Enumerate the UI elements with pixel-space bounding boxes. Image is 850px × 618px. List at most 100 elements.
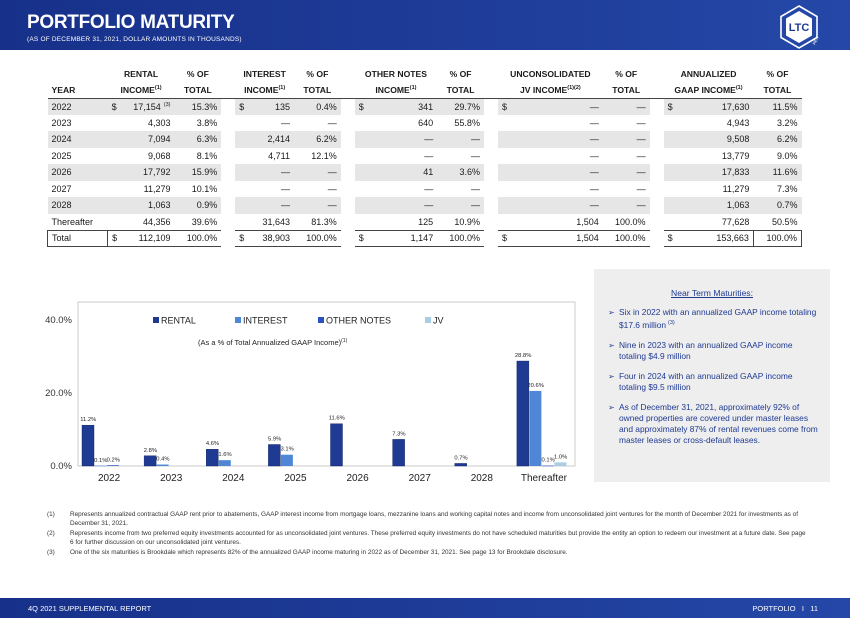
- interest-pct-cell: —: [327, 117, 337, 128]
- year-cell: 2026: [47, 164, 108, 181]
- table-row: 2025 9,068 8.1% 4,711 12.1% — — — — 13,779 9.0%: [48, 148, 802, 165]
- bar-interest: [94, 465, 107, 467]
- col-interest-income-top: INTEREST: [243, 69, 286, 79]
- table-row: 2026 17,792 15.9% — —41 3.6% — —17,833 11.6%: [47, 164, 802, 181]
- jv-income-cell: —: [509, 131, 603, 148]
- gaap-pct-cell: 11.6%: [753, 164, 802, 181]
- col-interest-pct: TOTAL: [293, 82, 341, 99]
- jv-income-cell: —: [509, 197, 603, 214]
- arrow-bullet-icon: ➢: [608, 371, 615, 381]
- col-jv-pct-top: % OF: [615, 69, 638, 79]
- near-term-item: ➢ Six in 2022 with an annualized GAAP inc…: [608, 307, 817, 330]
- jv-pct-cell: —: [602, 164, 650, 181]
- x-tick-label: 2025: [284, 473, 307, 484]
- arrow-bullet-icon: ➢: [608, 308, 615, 317]
- other-pct-cell: 55.8%: [454, 117, 480, 128]
- footnote: (1) Represents annualized contractual GAA…: [47, 511, 798, 528]
- year-cell: 2023: [51, 117, 72, 128]
- interest-pct-cell: 6.2%: [293, 131, 341, 148]
- jv-pct-cell: —: [636, 117, 646, 128]
- col-rental-pct: TOTAL: [174, 82, 222, 99]
- data-label: 0.1%: [94, 458, 107, 464]
- year-cell: 2027: [51, 183, 72, 194]
- gaap-income-cell: 77,628: [721, 216, 750, 227]
- col-gaap-income: GAAP INCOME(1): [663, 82, 754, 99]
- jv-income-cell: —: [509, 98, 603, 115]
- data-label: 4.6%: [206, 441, 219, 447]
- dollar-sign: [235, 115, 247, 132]
- gaap-pct-cell: 11.5%: [753, 98, 802, 115]
- col-other-income: INCOME(1): [354, 82, 438, 99]
- legend-swatch: [235, 317, 241, 323]
- legend-label: RENTAL: [161, 316, 196, 326]
- data-label: 1.0%: [554, 454, 567, 460]
- interest-income-cell: 31,643: [262, 216, 290, 227]
- gaap-income-cell: 9,508: [675, 131, 754, 148]
- near-term-item: ➢ Nine in 2023 with an annualized GAAP in…: [608, 339, 793, 361]
- year-cell: 2022: [47, 98, 108, 115]
- bar-rental: [330, 423, 343, 467]
- table-row: 2022 $17,154 (3) 15.3% $135 0.4% $341 29.7% $ — — $…: [47, 98, 802, 115]
- col-rental-income-top: RENTAL: [123, 69, 159, 79]
- other-income-cell: —: [366, 197, 438, 214]
- gaap-pct-cell: 7.3%: [776, 183, 798, 194]
- bar-rental: [81, 424, 95, 467]
- dollar-sign: [498, 214, 510, 231]
- col-rental-pct-top: % OF: [186, 69, 209, 79]
- other-pct-cell: —: [470, 183, 480, 194]
- interest-income-cell: 2,414: [247, 131, 294, 148]
- dollar-sign: [235, 197, 248, 214]
- arrow-bullet-icon: ➢: [608, 340, 615, 350]
- footnotes: (1) Represents annualized contractual GAA…: [47, 510, 807, 557]
- data-label: 0.2%: [107, 457, 120, 463]
- data-label: 3.1%: [281, 447, 294, 453]
- col-jv-income: JV INCOME(1)(2): [497, 82, 603, 99]
- dollar-sign: [107, 164, 120, 181]
- other-income-cell: —: [424, 183, 434, 194]
- dollar-sign: $: [354, 229, 367, 247]
- jv-income-cell: 1,504: [576, 216, 599, 227]
- gaap-pct-cell: 50.5%: [771, 216, 798, 227]
- dollar-sign: [355, 148, 367, 165]
- col-year: YEAR: [47, 82, 108, 99]
- page-header: PORTFOLIO MATURITY (AS OF DECEMBER 31, 2…: [0, 0, 850, 50]
- near-term-item: ➢ Four in 2024 with an annualized GAAP in…: [608, 370, 793, 392]
- bar-interest: [529, 390, 542, 466]
- near-term-list: ➢ Six in 2022 with an annualized GAAP inc…: [608, 307, 820, 446]
- x-tick-label: 2023: [160, 473, 183, 484]
- dollar-sign: [108, 148, 120, 165]
- dollar-sign: [355, 115, 367, 132]
- bar-rental: [143, 455, 157, 467]
- jv-pct-cell: —: [602, 197, 650, 214]
- col-gaap-pct: TOTAL: [753, 82, 802, 99]
- rental-pct-cell: 3.8%: [196, 117, 218, 128]
- rental-income-cell: 7,094: [119, 131, 175, 148]
- other-income-cell: 41: [366, 164, 438, 181]
- rental-pct-cell: 15.3%: [174, 98, 222, 115]
- dollar-sign: [235, 131, 248, 148]
- legend-label: OTHER NOTES: [326, 316, 391, 326]
- maturity-table: RENTAL % OF INTEREST % OF OTHER NOTES % …: [46, 66, 803, 247]
- dollar-sign: [497, 131, 510, 148]
- year-cell: Total: [46, 229, 109, 247]
- col-gaap-income-top: ANNUALIZED: [680, 69, 737, 79]
- rental-income-cell: 9,068: [147, 150, 171, 161]
- page-ref: PORTFOLIO I 11: [752, 604, 818, 613]
- dollar-sign: [108, 214, 120, 231]
- jv-pct-cell: —: [602, 98, 650, 115]
- other-income-cell: 1,147: [366, 229, 438, 247]
- table-row: 2027 11,279 10.1% — — — — — — 11,279 7.3%: [48, 181, 802, 198]
- bar-other-notes: [541, 465, 554, 467]
- jv-pct-cell: —: [636, 183, 646, 194]
- dollar-sign: [235, 214, 247, 231]
- section-name: PORTFOLIO: [752, 604, 796, 613]
- gaap-pct-cell: 100.0%: [752, 229, 803, 247]
- other-income-cell: —: [366, 131, 438, 148]
- dollar-sign: [235, 181, 247, 198]
- data-label: 0.7%: [454, 455, 467, 461]
- dollar-sign: [108, 181, 120, 198]
- near-term-title: Near Term Maturities:: [671, 288, 753, 298]
- x-tick-label: 2024: [222, 473, 245, 484]
- dollar-sign: $: [107, 229, 120, 247]
- table-row: 2023 4,303 3.8% — — 640 55.8% — — 4,943 3.2%: [48, 115, 802, 132]
